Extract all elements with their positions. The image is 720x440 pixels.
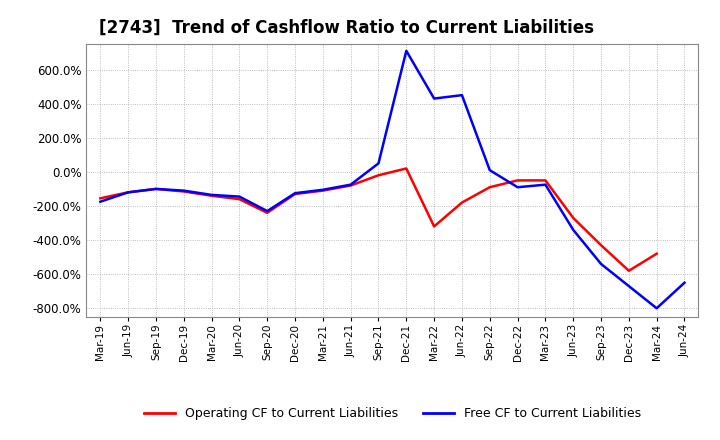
Free CF to Current Liabilities (680, 280, 689, 285)
Free CF to Current Liabilities (624, 283, 633, 289)
Operating CF to Current Liabilities (458, 200, 467, 205)
Free CF to Current Liabilities (96, 199, 104, 204)
Free CF to Current Liabilities (430, 96, 438, 101)
Free CF to Current Liabilities (541, 182, 550, 187)
Text: [2743]  Trend of Cashflow Ratio to Current Liabilities: [2743] Trend of Cashflow Ratio to Curren… (99, 19, 593, 37)
Operating CF to Current Liabilities (513, 178, 522, 183)
Free CF to Current Liabilities (207, 192, 216, 198)
Operating CF to Current Liabilities (346, 183, 355, 188)
Free CF to Current Liabilities (124, 190, 132, 195)
Free CF to Current Liabilities (513, 184, 522, 190)
Operating CF to Current Liabilities (485, 184, 494, 190)
Operating CF to Current Liabilities (235, 197, 243, 202)
Operating CF to Current Liabilities (430, 224, 438, 229)
Legend: Operating CF to Current Liabilities, Free CF to Current Liabilities: Operating CF to Current Liabilities, Fre… (138, 402, 647, 425)
Free CF to Current Liabilities (152, 186, 161, 191)
Free CF to Current Liabilities (458, 92, 467, 98)
Free CF to Current Liabilities (179, 188, 188, 193)
Operating CF to Current Liabilities (124, 190, 132, 195)
Operating CF to Current Liabilities (179, 189, 188, 194)
Free CF to Current Liabilities (597, 261, 606, 267)
Operating CF to Current Liabilities (569, 215, 577, 220)
Free CF to Current Liabilities (291, 191, 300, 196)
Operating CF to Current Liabilities (652, 251, 661, 257)
Operating CF to Current Liabilities (291, 191, 300, 197)
Operating CF to Current Liabilities (624, 268, 633, 273)
Free CF to Current Liabilities (402, 48, 410, 53)
Free CF to Current Liabilities (485, 168, 494, 173)
Free CF to Current Liabilities (318, 187, 327, 192)
Operating CF to Current Liabilities (374, 172, 383, 178)
Free CF to Current Liabilities (374, 161, 383, 166)
Free CF to Current Liabilities (569, 227, 577, 232)
Operating CF to Current Liabilities (96, 196, 104, 201)
Operating CF to Current Liabilities (263, 210, 271, 216)
Operating CF to Current Liabilities (402, 166, 410, 171)
Free CF to Current Liabilities (652, 306, 661, 311)
Line: Free CF to Current Liabilities: Free CF to Current Liabilities (100, 51, 685, 308)
Line: Operating CF to Current Liabilities: Operating CF to Current Liabilities (100, 169, 657, 271)
Free CF to Current Liabilities (346, 182, 355, 187)
Operating CF to Current Liabilities (597, 242, 606, 248)
Operating CF to Current Liabilities (152, 186, 161, 191)
Operating CF to Current Liabilities (207, 193, 216, 198)
Operating CF to Current Liabilities (318, 188, 327, 193)
Free CF to Current Liabilities (263, 209, 271, 214)
Free CF to Current Liabilities (235, 194, 243, 199)
Operating CF to Current Liabilities (541, 178, 550, 183)
